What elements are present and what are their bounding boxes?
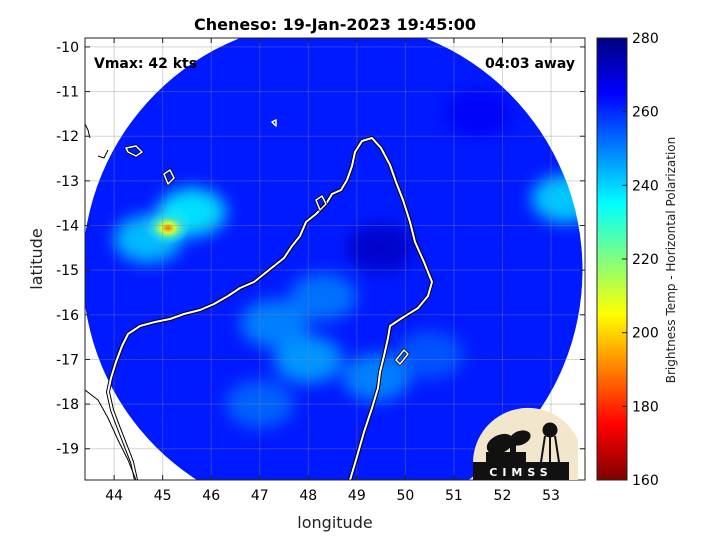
island-4-hl: [395, 349, 409, 365]
island-2-hl: [163, 169, 175, 185]
chart-title: Cheneso: 19-Jan-2023 19:45:00: [194, 15, 476, 34]
x-tick-label: 50: [396, 488, 414, 504]
x-tick-label: 44: [105, 488, 123, 504]
y-ticks: -10 -11 -12 -13 -14 -15 -16 -17 -18 -19: [56, 40, 585, 458]
y-tick-label: -18: [56, 397, 79, 413]
y-axis-label: latitude: [27, 228, 46, 289]
y-tick-label: -11: [56, 85, 79, 101]
colorbar-label: Brightness Temp - Horizontal Polarizatio…: [664, 137, 678, 384]
colorbar-tick-label: 180: [632, 399, 659, 415]
x-tick-label: 48: [299, 488, 317, 504]
axes-box: [84, 37, 586, 481]
water-tower-icon: [540, 422, 560, 463]
colorbar-tick-label: 260: [632, 105, 659, 121]
island-1-hl: [125, 145, 143, 157]
x-tick-label: 45: [154, 488, 172, 504]
colorbar-tick-label: 240: [632, 178, 659, 194]
y-tick-label: -19: [56, 442, 79, 458]
hotspot: [146, 212, 190, 244]
colorbar-ticks: 280 260 240 220 200 180 160: [622, 31, 659, 489]
colorbar-tick-label: 160: [632, 473, 659, 489]
y-tick-label: -16: [56, 308, 79, 324]
swath-feature-7: [531, 174, 583, 223]
x-tick-label: 46: [202, 488, 220, 504]
logo-band: [473, 462, 569, 480]
swath-feature-9: [395, 330, 464, 379]
x-tick-label: 47: [251, 488, 269, 504]
swath-feature-5: [342, 353, 411, 402]
x-axis-label: longitude: [297, 513, 372, 532]
satellite-dish-icon: [486, 430, 531, 462]
coastline: [85, 119, 434, 480]
swath-feature-10: [347, 223, 416, 272]
swath-feature-3: [274, 335, 343, 384]
colorbar-tick-label: 220: [632, 252, 659, 268]
swath-feature-6: [288, 272, 357, 321]
y-tick-label: -17: [56, 352, 79, 368]
colorbar-tick-label: 280: [632, 31, 659, 47]
logo-text: CIMSS: [489, 466, 552, 479]
x-tick-label: 52: [494, 488, 512, 504]
swath-image: [85, 38, 583, 480]
time-offset-annotation: 04:03 away: [485, 56, 575, 72]
swath-background: [85, 38, 583, 480]
x-tick-label: 49: [348, 488, 366, 504]
swath-feature-4: [240, 299, 309, 348]
island-3-hl: [315, 195, 327, 211]
swath-feature-8: [225, 380, 294, 429]
y-tick-label: -13: [56, 174, 79, 190]
swath-feature-11: [444, 89, 513, 138]
vmax-annotation: Vmax: 42 kts: [94, 56, 197, 72]
x-tick-label: 53: [542, 488, 560, 504]
y-tick-label: -14: [56, 219, 79, 235]
madagascar-coast-highlight: [107, 137, 433, 480]
x-tick-label: 51: [445, 488, 463, 504]
mozambique-coast: [85, 123, 137, 480]
island-5: [271, 119, 277, 127]
y-tick-label: -15: [56, 263, 79, 279]
colorbar-tick-label: 200: [632, 326, 659, 342]
cimss-logo: CIMSS: [473, 407, 578, 480]
y-tick-label: -10: [56, 40, 79, 56]
x-ticks: 44 45 46 47 48 49 50 51 52 53: [105, 38, 560, 504]
y-tick-label: -12: [56, 129, 79, 145]
